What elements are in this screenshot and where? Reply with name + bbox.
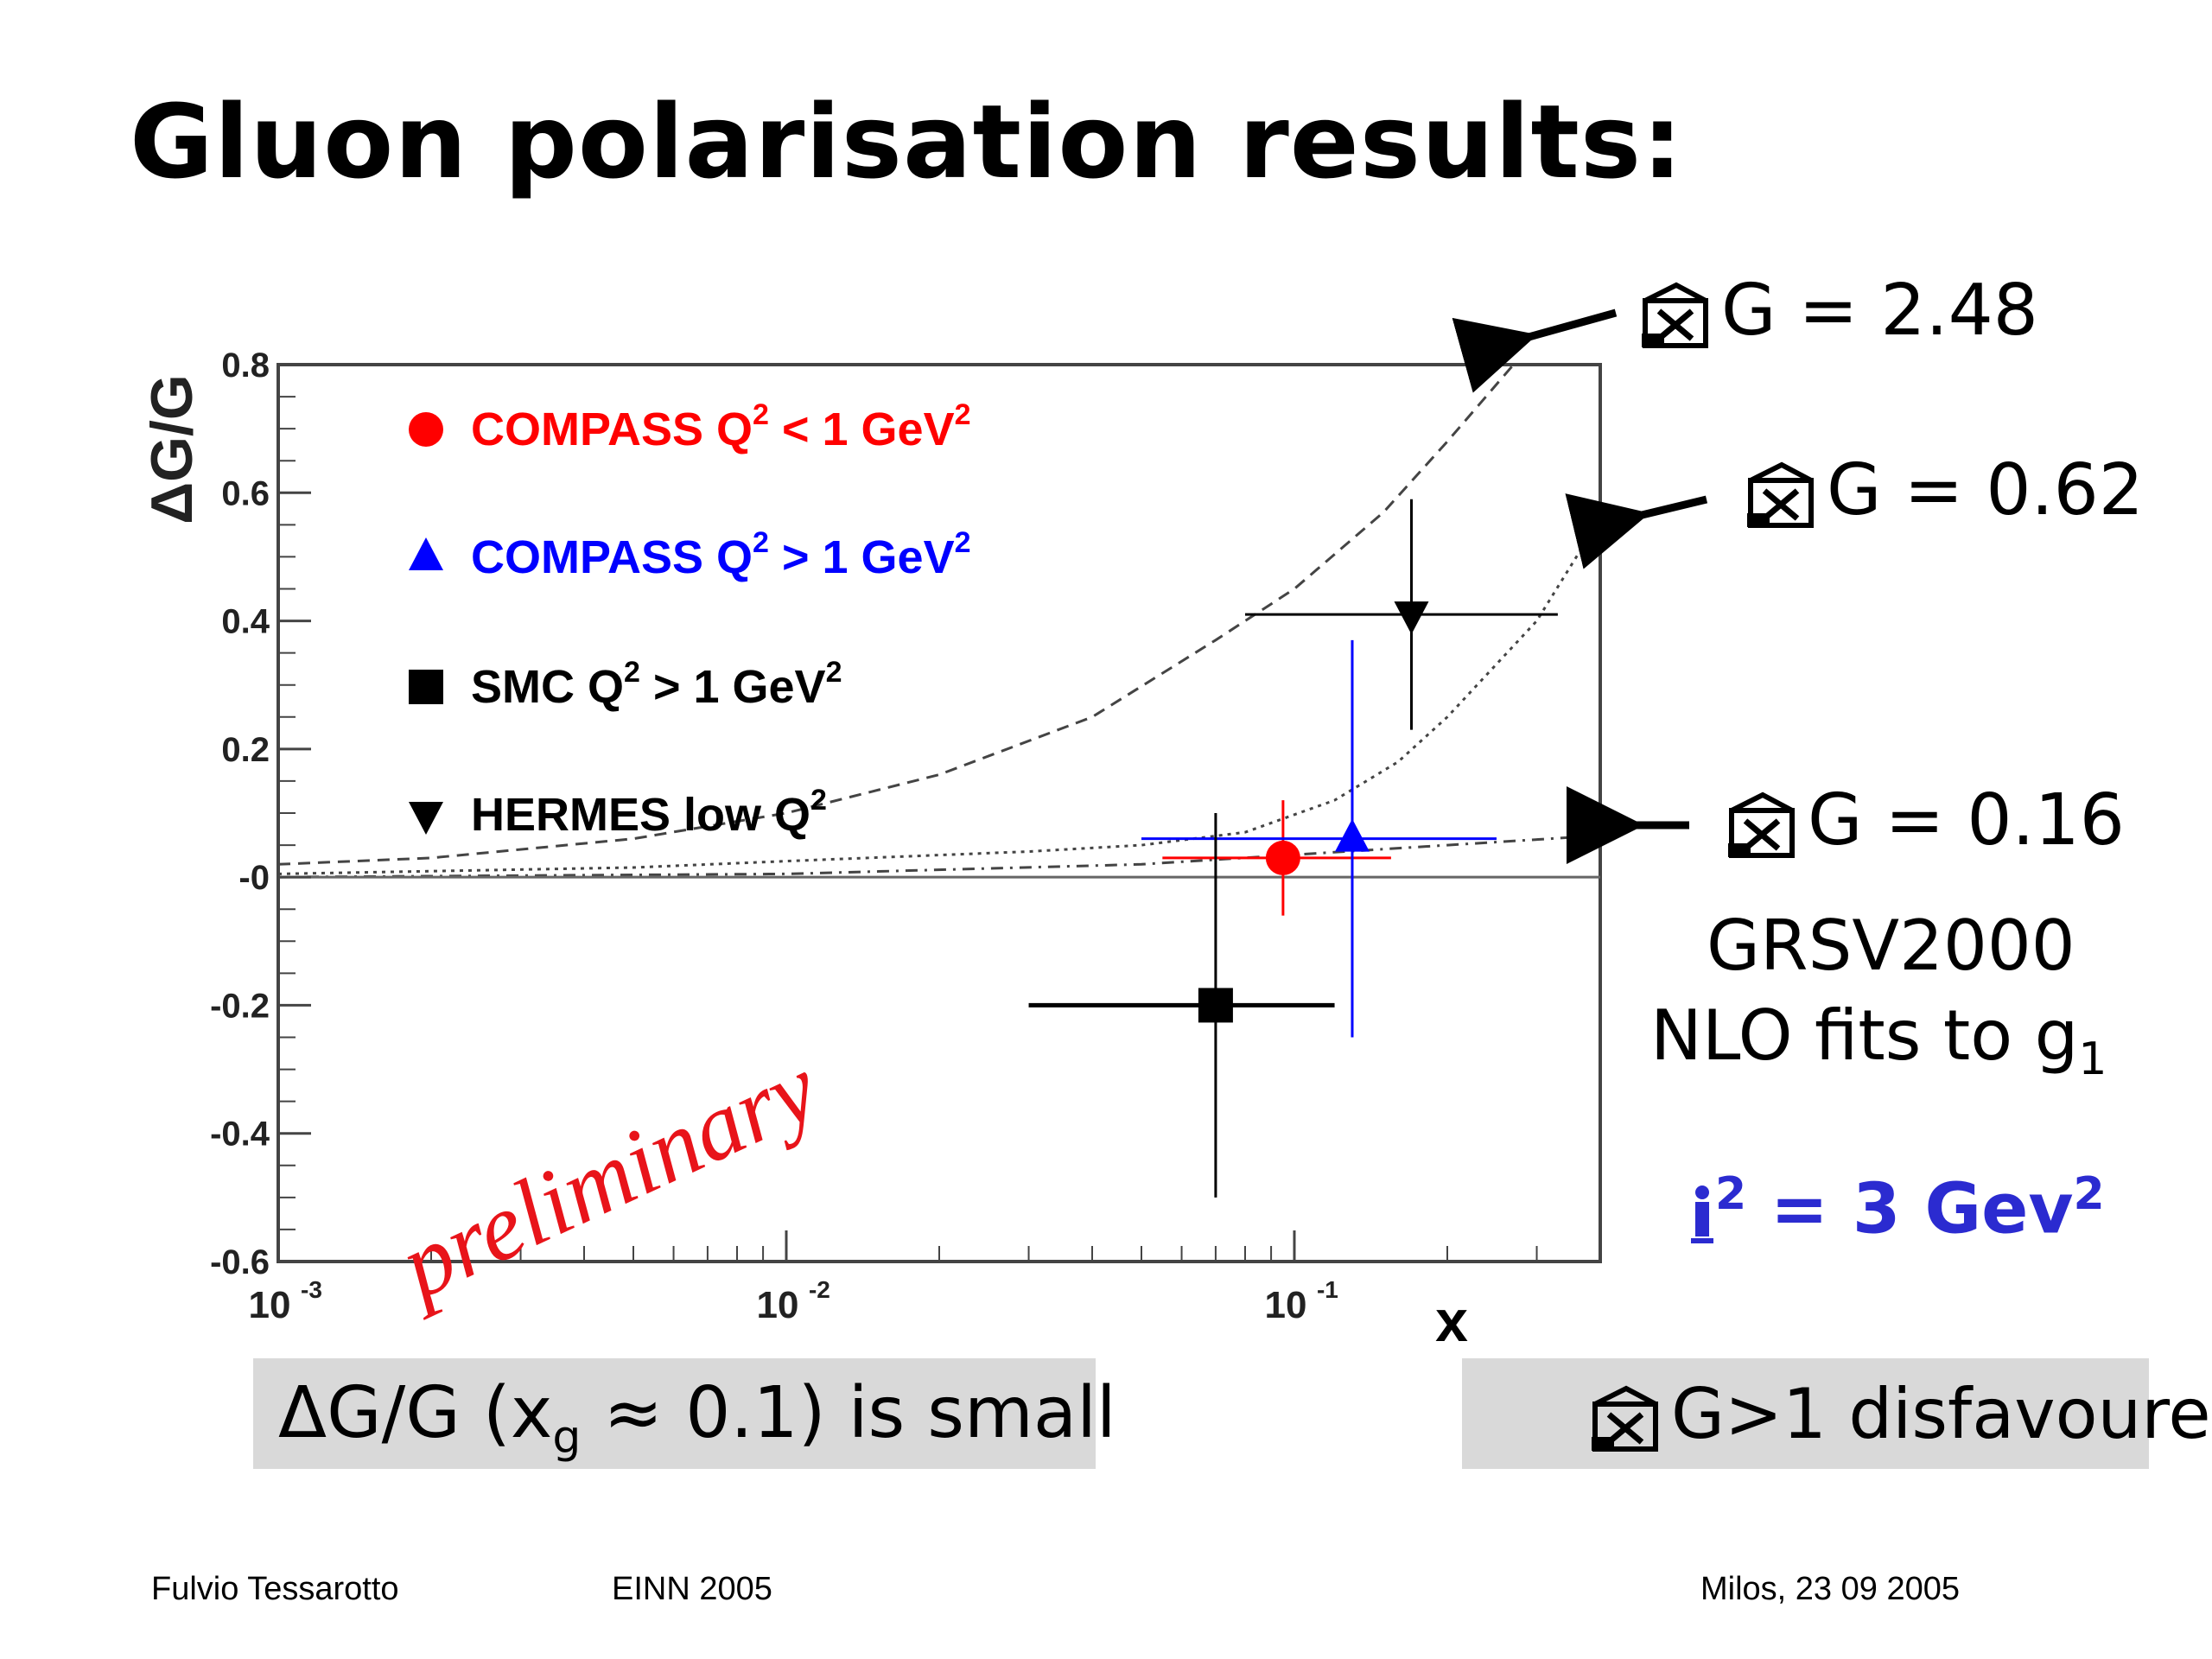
- y-tick-label: -0.4: [210, 1116, 270, 1154]
- x-tick-label: 10: [757, 1284, 799, 1326]
- footer-event: EINN 2005: [612, 1571, 772, 1607]
- scale-sup-1: 2: [1715, 1168, 1747, 1220]
- x-tick-label: 10: [249, 1284, 291, 1326]
- theory-curves: [278, 365, 1600, 879]
- circle-marker: [1265, 840, 1300, 875]
- theory-curve: [278, 365, 1515, 866]
- conclusion-right-text: G>1 disfavoured: [1671, 1374, 2212, 1454]
- legend-item: COMPASS Q2 > 1 GeV2: [409, 526, 971, 583]
- x-tick-exponent: -2: [809, 1276, 830, 1303]
- triangle-down-marker: [1394, 601, 1429, 635]
- x-tick-exponent: -3: [301, 1276, 322, 1303]
- y-tick-label: 0.8: [221, 346, 270, 385]
- x-tick-label: 10: [1265, 1284, 1307, 1326]
- circle-marker: [409, 412, 443, 447]
- slide-title: Gluon polarisation results:: [130, 82, 1684, 201]
- annotation-curve-high: G = 2.48: [1642, 270, 2038, 352]
- person-icon: [1689, 1183, 1715, 1245]
- legend-label: COMPASS Q2 > 1 GeV2: [471, 526, 971, 583]
- y-tick-label: -0.6: [210, 1243, 270, 1281]
- triangle-up-marker: [409, 537, 443, 570]
- data-point: [1162, 800, 1391, 916]
- axes: 0.80.60.40.2-0-0.2-0.4-0.610 -3 10 -2 10 -1: [210, 346, 1601, 1326]
- footer-author: Fulvio Tessarotto: [151, 1571, 399, 1607]
- y-axis-label: ΔG/G: [139, 374, 205, 524]
- fit-line-2: NLO fits to g1: [1650, 995, 2107, 1085]
- y-tick-label: 0.2: [221, 731, 270, 769]
- data-point: [1245, 499, 1558, 730]
- legend-label: SMC Q2 > 1 GeV2: [471, 656, 842, 713]
- square-marker: [409, 670, 443, 704]
- y-tick-label: -0: [238, 859, 270, 897]
- arrow-high: [1452, 308, 1618, 393]
- conclusion-box-left: [253, 1358, 1096, 1469]
- preliminary-watermark: preliminary: [379, 1034, 833, 1320]
- theory-curve: [278, 518, 1600, 875]
- legend-item: SMC Q2 > 1 GeV2: [409, 656, 842, 713]
- data-point: [1028, 813, 1335, 1198]
- theory-curve: [278, 834, 1600, 879]
- curve-low-label: G = 0.16: [1808, 779, 2125, 861]
- broken-image-icon: [1642, 282, 1716, 349]
- conclusion-right: G>1 disfavoured: [1592, 1374, 2212, 1454]
- y-tick-label: -0.2: [210, 987, 270, 1025]
- scale-text: = 3 Gev: [1746, 1168, 2074, 1249]
- y-tick-label: 0.4: [221, 603, 270, 641]
- y-tick-label: 0.6: [221, 474, 270, 512]
- footer-place-date: Milos, 23 09 2005: [1700, 1571, 1960, 1607]
- data-points: [1028, 499, 1558, 1198]
- legend-item: COMPASS Q2 < 1 GeV2: [409, 398, 971, 455]
- legend-label: COMPASS Q2 < 1 GeV2: [471, 398, 971, 455]
- data-point: [1141, 639, 1497, 1038]
- scale-annotation: 2 = 3 Gev2: [1689, 1168, 2105, 1249]
- arrow-mid: [1565, 493, 1708, 569]
- conclusion-box-right: [1462, 1358, 2149, 1469]
- broken-image-icon: [1728, 791, 1802, 859]
- conclusion-left-rest: ≈ 0.1) is small: [581, 1372, 1116, 1454]
- fit-line-1: GRSV2000: [1707, 906, 2075, 986]
- scale-sup-2: 2: [2073, 1168, 2105, 1220]
- triangle-down-marker: [409, 802, 443, 835]
- legend-item: HERMES low Q2: [409, 784, 827, 841]
- fit-line-2-text: NLO fits to g: [1650, 995, 2079, 1076]
- chart-legend: COMPASS Q2 < 1 GeV2 COMPASS Q2 > 1 GeV2 SM…: [409, 398, 971, 841]
- conclusion-left-sub: g: [552, 1411, 582, 1464]
- fit-line-2-sub: 1: [2078, 1033, 2107, 1085]
- broken-image-icon: [1747, 461, 1821, 529]
- conclusion-left: ΔG/G (xg ≈ 0.1) is small: [278, 1372, 1116, 1463]
- x-tick-exponent: -1: [1317, 1276, 1338, 1303]
- triangle-up-marker: [1334, 818, 1370, 852]
- legend-label: HERMES low Q2: [471, 784, 827, 841]
- broken-image-icon: [1592, 1385, 1666, 1452]
- conclusion-left-text: ΔG/G (x: [278, 1372, 553, 1454]
- square-marker: [1198, 988, 1233, 1023]
- x-axis-label: x: [1435, 1288, 1468, 1354]
- curve-high-label: G = 2.48: [1721, 270, 2038, 352]
- annotation-curve-mid: G = 0.62: [1747, 449, 2144, 531]
- annotation-curve-low: G = 0.16: [1728, 779, 2125, 861]
- curve-mid-label: G = 0.62: [1827, 449, 2144, 531]
